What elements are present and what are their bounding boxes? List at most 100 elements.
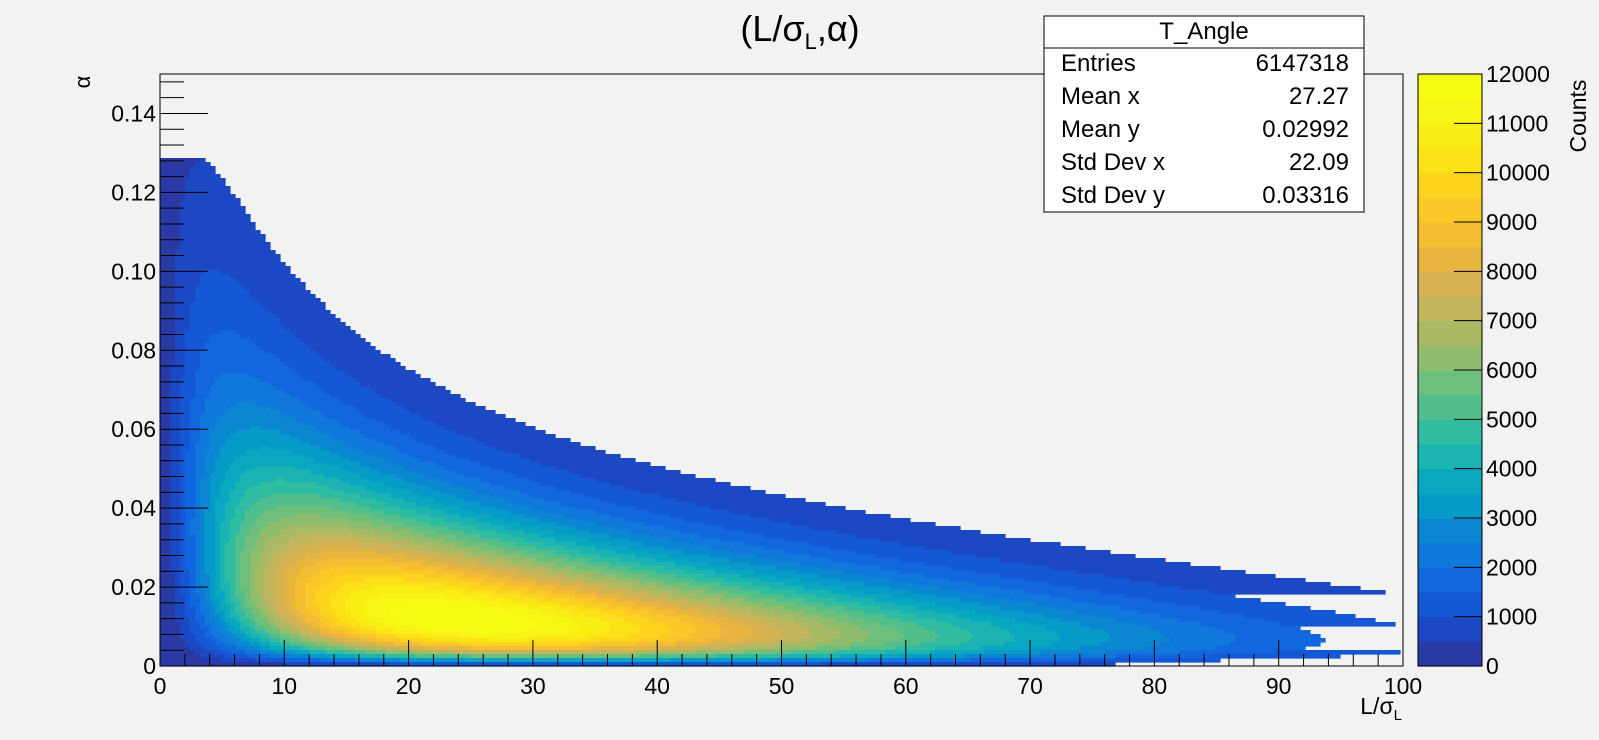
- heatmap-cell: [405, 466, 446, 471]
- heatmap-cell: [320, 634, 331, 639]
- heatmap-cell: [265, 594, 276, 599]
- heatmap-cell: [260, 614, 271, 619]
- heatmap-cell: [1045, 614, 1096, 619]
- heatmap-cell: [355, 502, 386, 507]
- heatmap-cell: [220, 374, 251, 379]
- heatmap-cell: [815, 642, 851, 647]
- heatmap-cell: [565, 558, 591, 563]
- heatmap-cell: [305, 422, 341, 427]
- heatmap-cell: [775, 658, 871, 663]
- heatmap-cell: [345, 634, 361, 639]
- heatmap-cell: [235, 646, 246, 651]
- heatmap-cell: [490, 522, 521, 527]
- heatmap-cell: [265, 546, 281, 551]
- heatmap-cell: [600, 570, 626, 575]
- heatmap-cell: [660, 494, 786, 499]
- heatmap-cell: [160, 278, 176, 283]
- heatmap-cell: [160, 274, 176, 279]
- heatmap-cell: [630, 566, 666, 571]
- heatmap-cell: [310, 610, 321, 615]
- heatmap-cell: [810, 554, 876, 559]
- heatmap-cell: [175, 578, 181, 583]
- y-axis: 00.020.040.060.080.100.120.14: [111, 81, 208, 679]
- heatmap-cell: [420, 526, 451, 531]
- heatmap-cell: [245, 650, 261, 655]
- heatmap-cell: [205, 466, 216, 471]
- heatmap-cell: [820, 574, 866, 579]
- heatmap-cell: [160, 630, 181, 635]
- heatmap-cell: [425, 626, 536, 631]
- heatmap-cell: [200, 282, 241, 287]
- heatmap-cell: [225, 642, 236, 647]
- heatmap-cell: [675, 610, 701, 615]
- heatmap-cell: [200, 418, 221, 423]
- y-tick-label: 0: [143, 653, 156, 679]
- heatmap-cell: [335, 418, 376, 423]
- heatmap-cell: [665, 598, 691, 603]
- colorbar-band: [1418, 419, 1482, 445]
- heatmap-cell: [160, 226, 181, 231]
- heatmap-cell: [850, 622, 881, 627]
- heatmap-cell: [170, 466, 181, 471]
- heatmap-cell: [865, 590, 911, 595]
- heatmap-cell: [285, 614, 296, 619]
- heatmap-cell: [215, 498, 231, 503]
- heatmap-cell: [260, 638, 271, 643]
- heatmap-cell: [750, 634, 781, 639]
- heatmap-cell: [170, 390, 181, 395]
- heatmap-cell: [1125, 594, 1236, 599]
- heatmap-cell: [310, 578, 331, 583]
- heatmap-cell: [535, 558, 566, 563]
- heatmap-cell: [350, 622, 366, 627]
- heatmap-cell: [385, 422, 436, 427]
- heatmap-cell: [240, 554, 251, 559]
- heatmap-cell: [180, 410, 191, 415]
- heatmap-cell: [305, 642, 316, 647]
- heatmap-cell: [395, 462, 436, 467]
- heatmap-cell: [390, 610, 506, 615]
- heatmap-cell: [250, 526, 266, 531]
- heatmap-cell: [185, 522, 191, 527]
- heatmap-cell: [270, 602, 276, 607]
- heatmap-cell: [325, 558, 391, 563]
- heatmap-cell: [240, 522, 256, 527]
- heatmap-cell: [420, 494, 456, 499]
- heatmap-cell: [1160, 642, 1231, 647]
- heatmap-cell: [260, 650, 276, 655]
- heatmap-cell: [230, 606, 236, 611]
- heatmap-cell: [865, 610, 901, 615]
- heatmap-cell: [205, 470, 216, 475]
- heatmap-cell: [345, 610, 366, 615]
- heatmap-cell: [160, 310, 176, 315]
- heatmap-cell: [245, 630, 256, 635]
- heatmap-cell: [825, 602, 861, 607]
- heatmap-cell: [580, 518, 626, 523]
- heatmap-cell: [395, 618, 536, 623]
- heatmap-cell: [220, 638, 231, 643]
- heatmap-cell: [410, 530, 436, 535]
- heatmap-cell: [160, 510, 171, 515]
- heatmap-cell: [180, 574, 191, 579]
- heatmap-cell: [585, 602, 611, 607]
- heatmap-cell: [750, 626, 776, 631]
- heatmap-cell: [250, 530, 261, 535]
- heatmap-cell: [750, 562, 801, 567]
- heatmap-cell: [285, 362, 331, 367]
- heatmap-cell: [180, 586, 191, 591]
- heatmap-cell: [585, 494, 661, 499]
- heatmap-cell: [200, 502, 211, 507]
- heatmap-cell: [160, 610, 176, 615]
- heatmap-cell: [160, 634, 181, 639]
- heatmap-cell: [535, 546, 566, 551]
- stats-box-frame: [1043, 15, 1365, 213]
- heatmap-cell: [990, 622, 1031, 627]
- heatmap-cell: [160, 434, 171, 439]
- heatmap-cell: [785, 606, 816, 611]
- heatmap-cell: [235, 278, 301, 283]
- heatmap-cell: [365, 650, 386, 655]
- heatmap-cell: [275, 590, 286, 595]
- heatmap-cell: [710, 506, 846, 511]
- heatmap-cell: [205, 598, 211, 603]
- heatmap-cell: [215, 462, 231, 467]
- heatmap-cell: [1145, 646, 1216, 651]
